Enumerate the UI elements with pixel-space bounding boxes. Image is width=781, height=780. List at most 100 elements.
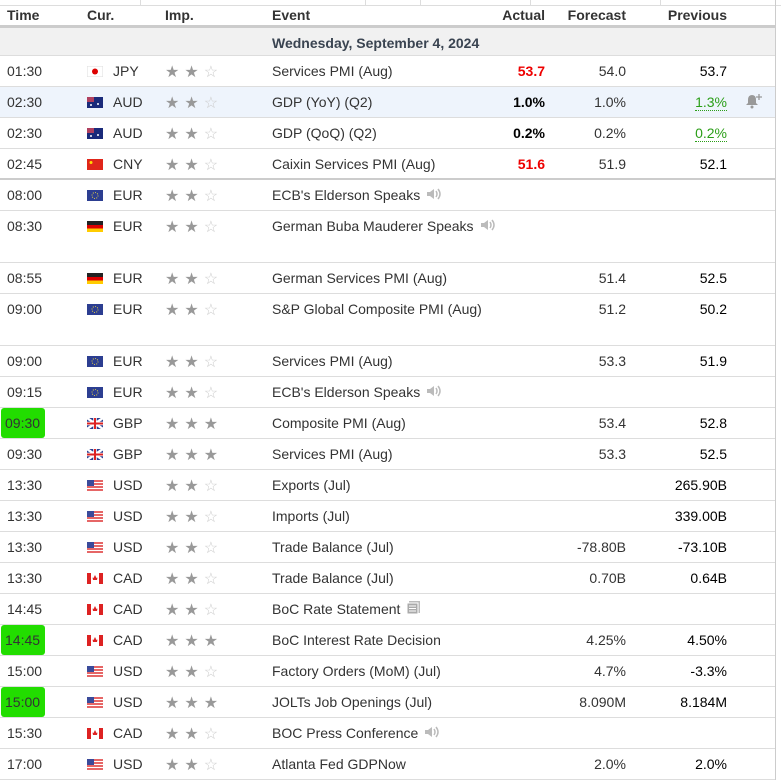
event-label[interactable]: S&P Global Composite PMI (Aug)	[272, 301, 482, 317]
importance-stars: ★★☆	[165, 352, 223, 372]
event-label[interactable]: GDP (YoY) (Q2)	[272, 94, 373, 110]
event-name[interactable]: GDP (YoY) (Q2)	[272, 91, 497, 113]
header-currency[interactable]: Cur.	[87, 7, 115, 23]
event-label[interactable]: Atlanta Fed GDPNow	[272, 756, 406, 772]
event-label[interactable]: ECB's Elderson Speaks	[272, 187, 421, 203]
event-name[interactable]: Factory Orders (MoM) (Jul)	[272, 660, 497, 682]
star-empty-icon: ☆	[203, 757, 224, 774]
table-row[interactable]: 13:30 USD ★★☆ Exports (Jul) 265.90B	[0, 470, 775, 501]
event-name[interactable]: Trade Balance (Jul)	[272, 536, 497, 558]
table-row[interactable]: 13:30 USD ★★☆ Imports (Jul) 339.00B	[0, 501, 775, 532]
event-name[interactable]: Services PMI (Aug)	[272, 60, 497, 82]
star-filled-icon: ★	[203, 447, 224, 464]
header-importance[interactable]: Imp.	[165, 7, 194, 23]
forecast-value: 0.2%	[594, 125, 626, 141]
event-name[interactable]: Trade Balance (Jul)	[272, 567, 497, 589]
event-label[interactable]: Services PMI (Aug)	[272, 353, 393, 369]
event-label[interactable]: BoC Rate Statement	[272, 601, 401, 617]
header-time[interactable]: Time	[7, 7, 40, 23]
header-actual[interactable]: Actual	[502, 7, 545, 23]
event-label[interactable]: Factory Orders (MoM) (Jul)	[272, 663, 441, 679]
event-label[interactable]: ECB's Elderson Speaks	[272, 384, 421, 400]
event-label[interactable]: Services PMI (Aug)	[272, 63, 393, 79]
event-name[interactable]: BOC Press Conference	[272, 722, 497, 745]
event-name[interactable]: Caixin Services PMI (Aug)	[272, 153, 497, 175]
document-icon[interactable]	[406, 599, 421, 621]
table-row[interactable]: 13:30 USD ★★☆ Trade Balance (Jul) -78.80…	[0, 532, 775, 563]
star-empty-icon: ☆	[203, 188, 224, 205]
star-filled-icon: ★	[184, 64, 204, 81]
flag-cad-icon	[87, 635, 103, 646]
table-row[interactable]: 15:00 USD ★★★ JOLTs Job Openings (Jul) 8…	[0, 687, 775, 718]
event-label[interactable]: Caixin Services PMI (Aug)	[272, 156, 436, 172]
previous-value: 52.5	[699, 270, 727, 286]
event-label[interactable]: Trade Balance (Jul)	[272, 570, 394, 586]
table-row[interactable]: 09:30 GBP ★★★ Composite PMI (Aug) 53.4 5…	[0, 408, 775, 439]
table-row[interactable]: 09:15 EUR ★★☆ ECB's Elderson Speaks	[0, 377, 775, 408]
table-row[interactable]: 14:45 CAD ★★★ BoC Interest Rate Decision…	[0, 625, 775, 656]
event-name[interactable]: JOLTs Job Openings (Jul)	[272, 691, 497, 713]
event-label[interactable]: Imports (Jul)	[272, 508, 350, 524]
event-time: 09:30	[7, 446, 43, 462]
table-row[interactable]: 01:30 JPY ★★☆ Services PMI (Aug) 53.7 54…	[0, 56, 775, 87]
event-time: 09:00	[7, 353, 43, 369]
header-forecast[interactable]: Forecast	[567, 7, 626, 23]
previous-value[interactable]: 0.2%	[695, 125, 727, 142]
previous-value[interactable]: 1.3%	[695, 94, 727, 111]
table-row[interactable]: 09:00 EUR ★★☆ Services PMI (Aug) 53.3 51…	[0, 346, 775, 377]
event-name[interactable]: Services PMI (Aug)	[272, 443, 497, 465]
importance-stars: ★★☆	[165, 300, 223, 320]
speaker-icon[interactable]	[480, 216, 496, 238]
event-label[interactable]: JOLTs Job Openings (Jul)	[272, 694, 433, 710]
header-event[interactable]: Event	[272, 7, 311, 23]
event-name[interactable]: Services PMI (Aug)	[272, 350, 497, 372]
table-row[interactable]: 17:00 USD ★★☆ Atlanta Fed GDPNow 2.0% 2.…	[0, 749, 775, 780]
event-name[interactable]: ECB's Elderson Speaks	[272, 381, 497, 404]
forecast-value: 53.3	[598, 446, 626, 462]
table-row[interactable]: 08:55 EUR ★★☆ German Services PMI (Aug) …	[0, 263, 775, 294]
currency: EUR	[113, 187, 143, 203]
event-label[interactable]: BoC Interest Rate Decision	[272, 632, 441, 648]
table-row[interactable]: 02:45 CNY ★★☆ Caixin Services PMI (Aug) …	[0, 149, 775, 180]
header-previous[interactable]: Previous	[667, 7, 727, 23]
event-name[interactable]: BoC Interest Rate Decision	[272, 629, 497, 651]
table-row[interactable]: 02:30 AUD ★★☆ GDP (QoQ) (Q2) 0.2% 0.2% 0…	[0, 118, 775, 149]
importance-stars: ★★☆	[165, 662, 223, 682]
event-label[interactable]: Services PMI (Aug)	[272, 446, 393, 462]
table-row[interactable]: 15:30 CAD ★★☆ BOC Press Conference	[0, 718, 775, 749]
event-name[interactable]: Atlanta Fed GDPNow	[272, 753, 497, 775]
event-label[interactable]: German Services PMI (Aug)	[272, 270, 448, 286]
event-name[interactable]: German Buba Mauderer Speaks	[272, 215, 497, 238]
event-label[interactable]: German Buba Mauderer Speaks	[272, 218, 474, 234]
event-name[interactable]: ECB's Elderson Speaks	[272, 184, 497, 207]
speaker-icon[interactable]	[426, 185, 442, 207]
table-row[interactable]: 13:30 CAD ★★☆ Trade Balance (Jul) 0.70B …	[0, 563, 775, 594]
event-name[interactable]: GDP (QoQ) (Q2)	[272, 122, 497, 144]
table-row[interactable]: 08:30 EUR ★★☆ German Buba Mauderer Speak…	[0, 211, 775, 263]
speaker-icon[interactable]	[426, 382, 442, 404]
event-name[interactable]: Imports (Jul)	[272, 505, 497, 527]
table-row[interactable]: 09:30 GBP ★★★ Services PMI (Aug) 53.3 52…	[0, 439, 775, 470]
table-row[interactable]: 14:45 CAD ★★☆ BoC Rate Statement	[0, 594, 775, 625]
bell-plus-icon[interactable]	[745, 93, 763, 112]
table-row[interactable]: 09:00 EUR ★★☆ S&P Global Composite PMI (…	[0, 294, 775, 346]
flag-cny-icon	[87, 159, 103, 170]
event-name[interactable]: BoC Rate Statement	[272, 598, 497, 621]
event-name[interactable]: Composite PMI (Aug)	[272, 412, 497, 434]
table-row[interactable]: 15:00 USD ★★☆ Factory Orders (MoM) (Jul)…	[0, 656, 775, 687]
star-filled-icon: ★	[184, 540, 204, 557]
event-name[interactable]: Exports (Jul)	[272, 474, 497, 496]
speaker-icon[interactable]	[424, 723, 440, 745]
event-label[interactable]: Trade Balance (Jul)	[272, 539, 394, 555]
event-name[interactable]: S&P Global Composite PMI (Aug)	[272, 298, 497, 320]
table-row[interactable]: 08:00 EUR ★★☆ ECB's Elderson Speaks	[0, 180, 775, 211]
star-filled-icon: ★	[165, 126, 185, 143]
event-label[interactable]: BOC Press Conference	[272, 725, 419, 741]
event-name[interactable]: German Services PMI (Aug)	[272, 267, 497, 289]
event-label[interactable]: Exports (Jul)	[272, 477, 351, 493]
event-label[interactable]: GDP (QoQ) (Q2)	[272, 125, 377, 141]
forecast-value: 8.090M	[579, 694, 626, 710]
event-label[interactable]: Composite PMI (Aug)	[272, 415, 406, 431]
table-row[interactable]: 02:30 AUD ★★☆ GDP (YoY) (Q2) 1.0% 1.0% 1…	[0, 87, 775, 118]
